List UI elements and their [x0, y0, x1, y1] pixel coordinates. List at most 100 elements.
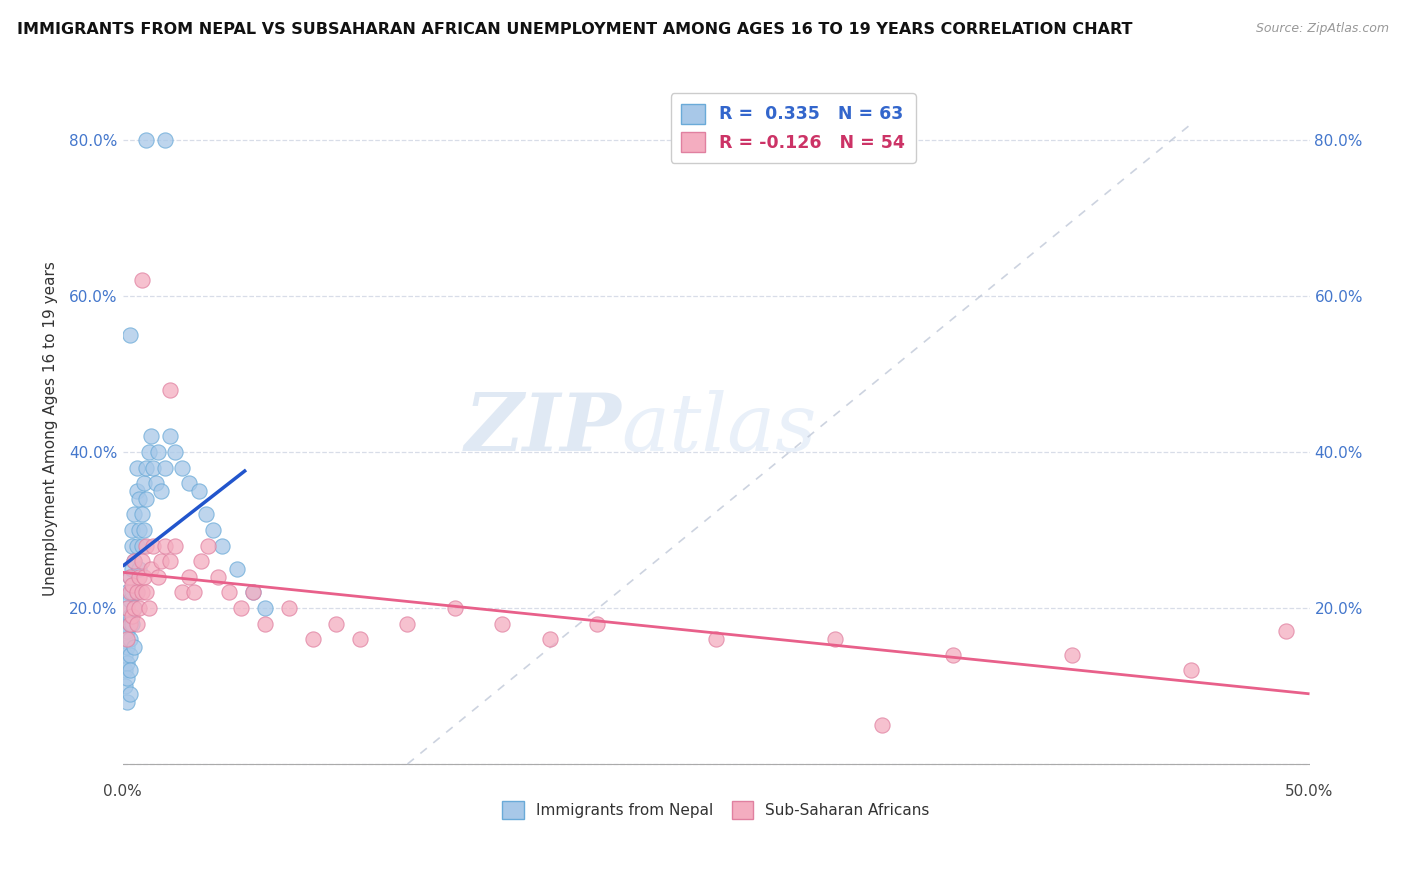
Point — [121, 616, 143, 631]
Point — [128, 601, 150, 615]
Point — [142, 460, 165, 475]
Point — [159, 554, 181, 568]
Point — [138, 601, 160, 615]
Point — [190, 554, 212, 568]
Point — [148, 445, 170, 459]
Point — [118, 616, 141, 631]
Point — [131, 554, 153, 568]
Point — [117, 632, 139, 647]
Point — [121, 585, 143, 599]
Point — [128, 570, 150, 584]
Point — [125, 616, 148, 631]
Point — [177, 570, 200, 584]
Point — [124, 508, 146, 522]
Point — [131, 508, 153, 522]
Point — [197, 539, 219, 553]
Point — [148, 570, 170, 584]
Point — [177, 476, 200, 491]
Point — [163, 445, 186, 459]
Point — [114, 616, 136, 631]
Point — [349, 632, 371, 647]
Point — [170, 460, 193, 475]
Point — [118, 608, 141, 623]
Legend: Immigrants from Nepal, Sub-Saharan Africans: Immigrants from Nepal, Sub-Saharan Afric… — [496, 795, 936, 824]
Point — [207, 570, 229, 584]
Point — [114, 679, 136, 693]
Point — [139, 562, 162, 576]
Y-axis label: Unemployment Among Ages 16 to 19 years: Unemployment Among Ages 16 to 19 years — [44, 261, 58, 596]
Point — [538, 632, 561, 647]
Point — [231, 601, 253, 615]
Point — [218, 585, 240, 599]
Point — [201, 523, 224, 537]
Point — [125, 585, 148, 599]
Point — [155, 539, 177, 553]
Point — [149, 483, 172, 498]
Point — [128, 491, 150, 506]
Point — [325, 616, 347, 631]
Point — [277, 601, 299, 615]
Point — [124, 601, 146, 615]
Point — [149, 554, 172, 568]
Point — [121, 523, 143, 537]
Point — [125, 585, 148, 599]
Point — [159, 383, 181, 397]
Text: ZIP: ZIP — [464, 390, 621, 467]
Text: atlas: atlas — [621, 390, 817, 467]
Point — [142, 539, 165, 553]
Point — [155, 460, 177, 475]
Point — [117, 601, 139, 615]
Text: IMMIGRANTS FROM NEPAL VS SUBSAHARAN AFRICAN UNEMPLOYMENT AMONG AGES 16 TO 19 YEA: IMMIGRANTS FROM NEPAL VS SUBSAHARAN AFRI… — [17, 22, 1132, 37]
Point — [1062, 648, 1084, 662]
Point — [121, 577, 143, 591]
Point — [491, 616, 513, 631]
Point — [124, 601, 146, 615]
Point — [135, 491, 157, 506]
Point — [118, 585, 141, 599]
Point — [132, 476, 155, 491]
Point — [118, 327, 141, 342]
Point — [117, 656, 139, 670]
Point — [125, 460, 148, 475]
Point — [1274, 624, 1296, 639]
Point — [117, 601, 139, 615]
Point — [824, 632, 846, 647]
Point — [444, 601, 467, 615]
Point — [242, 585, 264, 599]
Point — [942, 648, 965, 662]
Point — [159, 429, 181, 443]
Point — [118, 593, 141, 607]
Point — [118, 664, 141, 678]
Point — [870, 718, 893, 732]
Point — [155, 133, 177, 147]
Point — [117, 695, 139, 709]
Point — [114, 632, 136, 647]
Point — [131, 539, 153, 553]
Point — [132, 523, 155, 537]
Point — [121, 608, 143, 623]
Point — [131, 273, 153, 287]
Point — [139, 429, 162, 443]
Point — [135, 460, 157, 475]
Point — [396, 616, 419, 631]
Point — [163, 539, 186, 553]
Point — [118, 570, 141, 584]
Point — [135, 539, 157, 553]
Point — [117, 585, 139, 599]
Point — [131, 585, 153, 599]
Point — [118, 632, 141, 647]
Point — [170, 585, 193, 599]
Point — [118, 570, 141, 584]
Point — [301, 632, 323, 647]
Point — [121, 562, 143, 576]
Point — [128, 523, 150, 537]
Text: Source: ZipAtlas.com: Source: ZipAtlas.com — [1256, 22, 1389, 36]
Point — [124, 554, 146, 568]
Point — [183, 585, 205, 599]
Point — [125, 483, 148, 498]
Point — [145, 476, 167, 491]
Point — [704, 632, 727, 647]
Point — [135, 133, 157, 147]
Point — [225, 562, 247, 576]
Point — [253, 601, 276, 615]
